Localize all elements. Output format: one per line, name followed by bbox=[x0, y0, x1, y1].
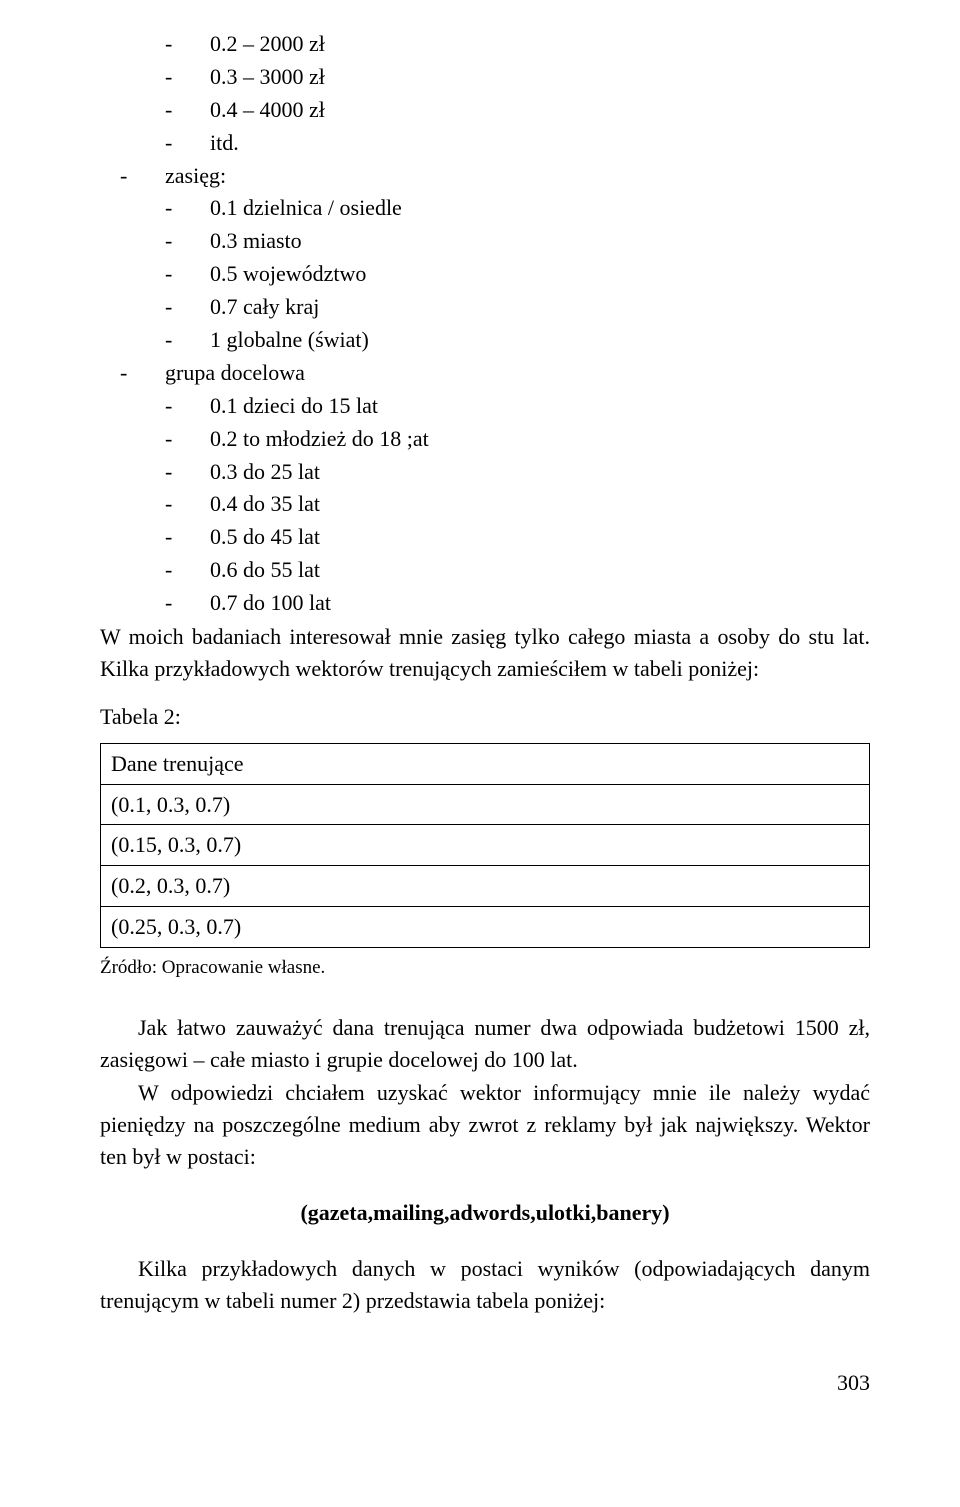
bullet-dash-icon: - bbox=[120, 160, 165, 192]
list-item-text: grupa docelowa bbox=[165, 357, 870, 389]
bullet-dash-icon: - bbox=[165, 390, 210, 422]
bullet-dash-icon: - bbox=[120, 357, 165, 389]
list-item-text: zasięg: bbox=[165, 160, 870, 192]
list-item-text: 1 globalne (świat) bbox=[210, 324, 870, 356]
bullet-dash-icon: - bbox=[165, 94, 210, 126]
table-source-note: Źródło: Opracowanie własne. bbox=[100, 954, 870, 982]
list-item-text: itd. bbox=[210, 127, 870, 159]
bulleted-list: -0.2 – 2000 zł-0.3 – 3000 zł-0.4 – 4000 … bbox=[100, 28, 870, 619]
list-item: -0.5 województwo bbox=[165, 258, 870, 290]
list-item-text: 0.7 cały kraj bbox=[210, 291, 870, 323]
bullet-dash-icon: - bbox=[165, 456, 210, 488]
list-item: -0.2 – 2000 zł bbox=[165, 28, 870, 60]
paragraph-2: W odpowiedzi chciałem uzyskać wektor inf… bbox=[100, 1077, 870, 1173]
paragraph-1: Jak łatwo zauważyć dana trenująca numer … bbox=[100, 1012, 870, 1076]
training-data-table: Dane trenujące(0.1, 0.3, 0.7)(0.15, 0.3,… bbox=[100, 743, 870, 948]
table-row: (0.25, 0.3, 0.7) bbox=[101, 907, 870, 948]
bullet-dash-icon: - bbox=[165, 61, 210, 93]
list-item: -0.4 do 35 lat bbox=[165, 488, 870, 520]
bullet-dash-icon: - bbox=[165, 324, 210, 356]
bullet-dash-icon: - bbox=[165, 291, 210, 323]
bullet-dash-icon: - bbox=[165, 554, 210, 586]
list-item: -grupa docelowa bbox=[120, 357, 870, 389]
bullet-dash-icon: - bbox=[165, 423, 210, 455]
bullet-dash-icon: - bbox=[165, 225, 210, 257]
list-item: -0.1 dzieci do 15 lat bbox=[165, 390, 870, 422]
list-item: -0.3 do 25 lat bbox=[165, 456, 870, 488]
table-row: (0.15, 0.3, 0.7) bbox=[101, 825, 870, 866]
bullet-dash-icon: - bbox=[165, 258, 210, 290]
list-item: -0.2 to młodzież do 18 ;at bbox=[165, 423, 870, 455]
vector-expression: (gazeta,mailing,adwords,ulotki,banery) bbox=[100, 1197, 870, 1229]
list-item-text: 0.7 do 100 lat bbox=[210, 587, 870, 619]
list-item: -0.3 – 3000 zł bbox=[165, 61, 870, 93]
list-item: -0.6 do 55 lat bbox=[165, 554, 870, 586]
list-item: -0.7 do 100 lat bbox=[165, 587, 870, 619]
list-item-text: 0.5 województwo bbox=[210, 258, 870, 290]
list-item: -0.1 dzielnica / osiedle bbox=[165, 192, 870, 224]
table-row: (0.2, 0.3, 0.7) bbox=[101, 866, 870, 907]
list-item-text: 0.2 to młodzież do 18 ;at bbox=[210, 423, 870, 455]
bullet-dash-icon: - bbox=[165, 587, 210, 619]
list-item: -0.4 – 4000 zł bbox=[165, 94, 870, 126]
list-item: -1 globalne (świat) bbox=[165, 324, 870, 356]
bullet-dash-icon: - bbox=[165, 521, 210, 553]
bullet-dash-icon: - bbox=[165, 28, 210, 60]
paragraph-3: Kilka przykładowych danych w postaci wyn… bbox=[100, 1253, 870, 1317]
page-number: 303 bbox=[100, 1367, 870, 1399]
bullet-dash-icon: - bbox=[165, 192, 210, 224]
table-row: (0.1, 0.3, 0.7) bbox=[101, 784, 870, 825]
list-item-text: 0.4 – 4000 zł bbox=[210, 94, 870, 126]
list-item-text: 0.3 do 25 lat bbox=[210, 456, 870, 488]
paragraph-after-list: W moich badaniach interesował mnie zasię… bbox=[100, 621, 870, 685]
list-item-text: 0.1 dzieci do 15 lat bbox=[210, 390, 870, 422]
list-item-text: 0.2 – 2000 zł bbox=[210, 28, 870, 60]
list-item-text: 0.3 – 3000 zł bbox=[210, 61, 870, 93]
list-item: -0.5 do 45 lat bbox=[165, 521, 870, 553]
list-item-text: 0.6 do 55 lat bbox=[210, 554, 870, 586]
list-item: -0.7 cały kraj bbox=[165, 291, 870, 323]
list-item-text: 0.1 dzielnica / osiedle bbox=[210, 192, 870, 224]
list-item-text: 0.4 do 35 lat bbox=[210, 488, 870, 520]
list-item: -0.3 miasto bbox=[165, 225, 870, 257]
bullet-dash-icon: - bbox=[165, 127, 210, 159]
table-caption: Tabela 2: bbox=[100, 701, 870, 733]
table-header-cell: Dane trenujące bbox=[101, 743, 870, 784]
list-item-text: 0.5 do 45 lat bbox=[210, 521, 870, 553]
bullet-dash-icon: - bbox=[165, 488, 210, 520]
list-item-text: 0.3 miasto bbox=[210, 225, 870, 257]
list-item: -itd. bbox=[165, 127, 870, 159]
list-item: -zasięg: bbox=[120, 160, 870, 192]
